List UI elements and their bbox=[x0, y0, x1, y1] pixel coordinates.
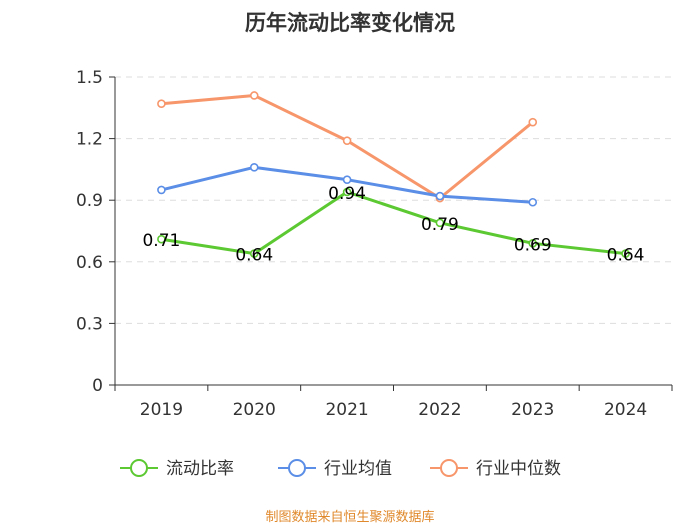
data-point bbox=[435, 218, 445, 228]
data-point bbox=[342, 136, 352, 145]
legend-label: 流动比率 bbox=[166, 459, 234, 479]
x-tick-label: 2021 bbox=[325, 400, 368, 420]
data-point bbox=[528, 117, 538, 127]
legend: 流动比率 行业均值 行业中位数 bbox=[120, 459, 561, 479]
axis-layer: 0 0.3 0.6 0.9 1.2 1.5 2019 2020 2021 2022 2023 2024 bbox=[76, 68, 673, 420]
y-tick-label: 0.3 bbox=[76, 314, 103, 334]
data-point bbox=[249, 91, 259, 100]
x-tick-label: 2019 bbox=[140, 400, 183, 420]
chart-title: 历年流动比率变化情况 bbox=[245, 11, 455, 35]
series-line-0 bbox=[159, 190, 628, 256]
data-point bbox=[342, 175, 352, 184]
data-point bbox=[249, 163, 259, 172]
data-point bbox=[528, 197, 538, 207]
y-tick-label: 0.9 bbox=[76, 191, 103, 211]
data-point bbox=[528, 239, 538, 248]
data-point bbox=[249, 249, 259, 258]
legend-marker bbox=[288, 459, 306, 477]
legend-marker bbox=[130, 459, 148, 477]
data-point bbox=[435, 191, 445, 201]
data-point bbox=[157, 185, 166, 195]
y-tick-label: 1.2 bbox=[76, 130, 103, 150]
data-label: 0.64 bbox=[235, 246, 273, 266]
data-label: 0.94 bbox=[328, 184, 366, 204]
data-label-layer: 0.71 0.64 0.94 0.79 0.69 0.64 bbox=[142, 184, 644, 266]
data-label: 0.71 bbox=[142, 231, 180, 251]
x-tick-label: 2022 bbox=[418, 400, 461, 420]
data-point bbox=[621, 249, 630, 258]
x-tick-label: 2024 bbox=[604, 400, 647, 420]
series-layer bbox=[157, 91, 630, 258]
x-tick-label: 2020 bbox=[233, 400, 276, 420]
legend-marker bbox=[440, 459, 458, 477]
data-point bbox=[157, 234, 166, 244]
y-tick-label: 0.6 bbox=[76, 253, 103, 273]
data-label: 0.69 bbox=[514, 235, 552, 255]
grid-layer bbox=[115, 76, 672, 324]
data-label: 0.79 bbox=[421, 215, 459, 235]
data-point bbox=[342, 187, 352, 197]
data-point bbox=[157, 99, 166, 108]
legend-label: 行业均值 bbox=[324, 459, 392, 479]
legend-label: 行业中位数 bbox=[476, 459, 561, 479]
data-label: 0.64 bbox=[607, 246, 645, 266]
y-tick-label: 1.5 bbox=[76, 68, 103, 88]
source-note: 制图数据来自恒生聚源数据库 bbox=[265, 509, 434, 525]
y-tick-label: 0 bbox=[92, 376, 103, 396]
x-tick-label: 2023 bbox=[511, 400, 554, 420]
